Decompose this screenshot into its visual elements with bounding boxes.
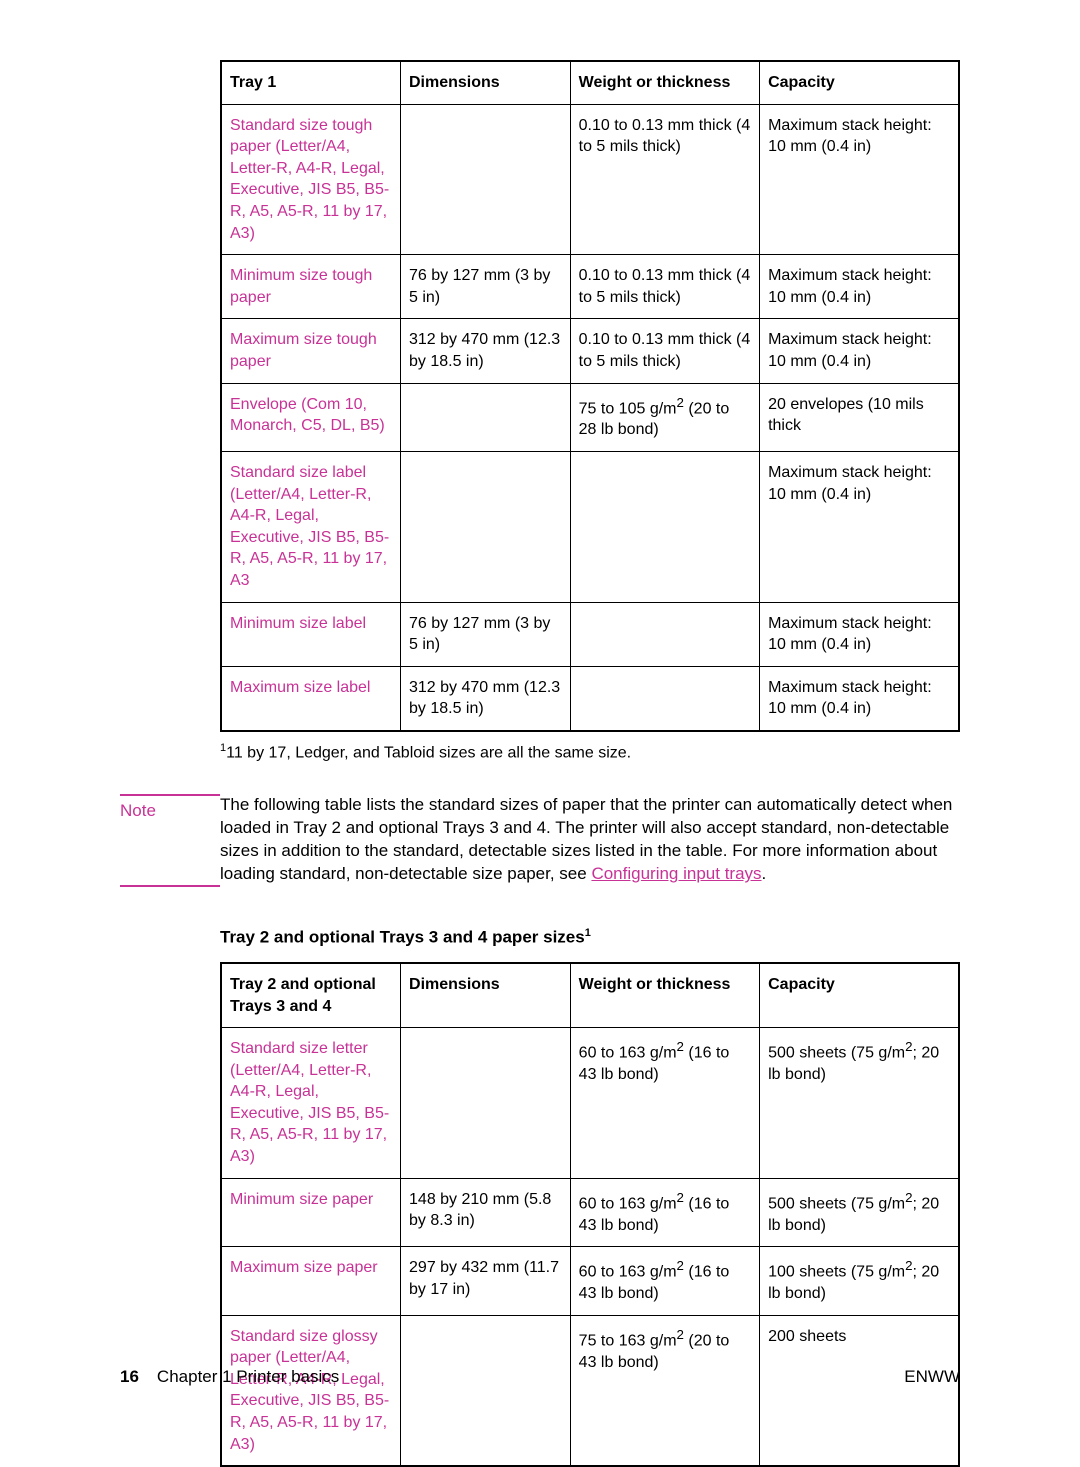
capacity-cell: Maximum stack height: 10 mm (0.4 in)	[760, 319, 959, 383]
weight-cell: 60 to 163 g/m2 (16 to 43 lb bond)	[570, 1247, 759, 1316]
tray2-title-sup: 1	[585, 927, 591, 939]
dimensions-cell	[401, 383, 571, 452]
table-row: Maximum size paper297 by 432 mm (11.7 by…	[221, 1247, 959, 1316]
weight-cell	[570, 666, 759, 731]
tray1-header-2: Weight or thickness	[570, 61, 759, 104]
tray2-table-container: Tray 2 and optional Trays 3 and 4 Dimens…	[220, 962, 960, 1467]
paper-type-link[interactable]: Standard size tough paper (Letter/A4, Le…	[221, 104, 401, 255]
paper-type-link[interactable]: Maximum size label	[221, 666, 401, 731]
paper-type-link[interactable]: Standard size letter (Letter/A4, Letter-…	[221, 1028, 401, 1179]
weight-cell: 0.10 to 0.13 mm thick (4 to 5 mils thick…	[570, 255, 759, 319]
page-footer: 16 Chapter 1 Printer basics ENWW	[120, 1367, 960, 1387]
table-row: Standard size label (Letter/A4, Letter-R…	[221, 452, 959, 603]
paper-type-link[interactable]: Standard size glossy paper (Letter/A4, L…	[221, 1315, 401, 1466]
dimensions-cell	[401, 1028, 571, 1179]
dimensions-cell: 76 by 127 mm (3 by 5 in)	[401, 255, 571, 319]
chapter-label: Chapter 1 Printer basics	[157, 1367, 904, 1387]
capacity-cell: 100 sheets (75 g/m2; 20 lb bond)	[760, 1247, 959, 1316]
tray2-header-2: Weight or thickness	[570, 963, 759, 1028]
dimensions-cell	[401, 1315, 571, 1466]
note-text-suffix: .	[762, 864, 767, 883]
note-label: Note	[120, 794, 220, 887]
configuring-input-trays-link[interactable]: Configuring input trays	[591, 864, 761, 883]
paper-type-link[interactable]: Maximum size tough paper	[221, 319, 401, 383]
table-row: Minimum size paper148 by 210 mm (5.8 by …	[221, 1178, 959, 1247]
weight-cell: 75 to 163 g/m2 (20 to 43 lb bond)	[570, 1315, 759, 1466]
dimensions-cell	[401, 452, 571, 603]
weight-cell: 0.10 to 0.13 mm thick (4 to 5 mils thick…	[570, 319, 759, 383]
dimensions-cell: 312 by 470 mm (12.3 by 18.5 in)	[401, 319, 571, 383]
tray2-header-0: Tray 2 and optional Trays 3 and 4	[221, 963, 401, 1028]
paper-type-link[interactable]: Maximum size paper	[221, 1247, 401, 1316]
tray1-tbody: Standard size tough paper (Letter/A4, Le…	[221, 104, 959, 731]
tray1-table-container: Tray 1 Dimensions Weight or thickness Ca…	[220, 60, 960, 732]
enww-label: ENWW	[904, 1367, 960, 1387]
table-row: Envelope (Com 10, Monarch, C5, DL, B5) 75…	[221, 383, 959, 452]
weight-cell: 75 to 105 g/m2 (20 to 28 lb bond)	[570, 383, 759, 452]
capacity-cell: 500 sheets (75 g/m2; 20 lb bond)	[760, 1028, 959, 1179]
capacity-cell: 20 envelopes (10 mils thick	[760, 383, 959, 452]
weight-cell: 60 to 163 g/m2 (16 to 43 lb bond)	[570, 1178, 759, 1247]
tray2-table: Tray 2 and optional Trays 3 and 4 Dimens…	[220, 962, 960, 1467]
table-row: Minimum size tough paper76 by 127 mm (3 …	[221, 255, 959, 319]
table-row: Minimum size label76 by 127 mm (3 by 5 i…	[221, 602, 959, 666]
tray2-title: Tray 2 and optional Trays 3 and 4 paper …	[220, 927, 960, 948]
capacity-cell: Maximum stack height: 10 mm (0.4 in)	[760, 104, 959, 255]
paper-type-link[interactable]: Minimum size tough paper	[221, 255, 401, 319]
table-row: Standard size tough paper (Letter/A4, Le…	[221, 104, 959, 255]
tray2-header-1: Dimensions	[401, 963, 571, 1028]
tray2-tbody: Standard size letter (Letter/A4, Letter-…	[221, 1028, 959, 1467]
capacity-cell: 500 sheets (75 g/m2; 20 lb bond)	[760, 1178, 959, 1247]
dimensions-cell	[401, 104, 571, 255]
weight-cell: 0.10 to 0.13 mm thick (4 to 5 mils thick…	[570, 104, 759, 255]
footnote-1-text: 11 by 17, Ledger, and Tabloid sizes are …	[226, 744, 631, 761]
dimensions-cell: 312 by 470 mm (12.3 by 18.5 in)	[401, 666, 571, 731]
weight-cell	[570, 602, 759, 666]
paper-type-link[interactable]: Standard size label (Letter/A4, Letter-R…	[221, 452, 401, 603]
paper-type-link[interactable]: Minimum size paper	[221, 1178, 401, 1247]
dimensions-cell: 148 by 210 mm (5.8 by 8.3 in)	[401, 1178, 571, 1247]
table-row: Standard size glossy paper (Letter/A4, L…	[221, 1315, 959, 1466]
capacity-cell: Maximum stack height: 10 mm (0.4 in)	[760, 255, 959, 319]
weight-cell	[570, 452, 759, 603]
note-text-prefix: The following table lists the standard s…	[220, 795, 952, 883]
table-row: Maximum size tough paper312 by 470 mm (1…	[221, 319, 959, 383]
footnote-1: 111 by 17, Ledger, and Tabloid sizes are…	[220, 740, 960, 762]
capacity-cell: 200 sheets	[760, 1315, 959, 1466]
tray2-title-text: Tray 2 and optional Trays 3 and 4 paper …	[220, 928, 585, 947]
note-text: The following table lists the standard s…	[220, 794, 960, 887]
capacity-cell: Maximum stack height: 10 mm (0.4 in)	[760, 666, 959, 731]
capacity-cell: Maximum stack height: 10 mm (0.4 in)	[760, 602, 959, 666]
table-row: Standard size letter (Letter/A4, Letter-…	[221, 1028, 959, 1179]
paper-type-link[interactable]: Minimum size label	[221, 602, 401, 666]
note-block: Note The following table lists the stand…	[120, 794, 960, 887]
tray1-header-3: Capacity	[760, 61, 959, 104]
dimensions-cell: 76 by 127 mm (3 by 5 in)	[401, 602, 571, 666]
tray1-header-0: Tray 1	[221, 61, 401, 104]
capacity-cell: Maximum stack height: 10 mm (0.4 in)	[760, 452, 959, 603]
page-number: 16	[120, 1367, 139, 1387]
table-row: Maximum size label312 by 470 mm (12.3 by…	[221, 666, 959, 731]
tray1-header-1: Dimensions	[401, 61, 571, 104]
tray2-header-3: Capacity	[760, 963, 959, 1028]
weight-cell: 60 to 163 g/m2 (16 to 43 lb bond)	[570, 1028, 759, 1179]
dimensions-cell: 297 by 432 mm (11.7 by 17 in)	[401, 1247, 571, 1316]
paper-type-link[interactable]: Envelope (Com 10, Monarch, C5, DL, B5)	[221, 383, 401, 452]
tray1-table: Tray 1 Dimensions Weight or thickness Ca…	[220, 60, 960, 732]
